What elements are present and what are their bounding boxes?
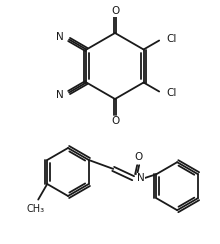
Text: O: O: [111, 115, 119, 125]
Text: Cl: Cl: [166, 34, 176, 44]
Text: N: N: [56, 32, 64, 42]
Text: O: O: [111, 7, 119, 17]
Text: CH₃: CH₃: [26, 203, 44, 214]
Text: N: N: [56, 90, 64, 100]
Text: N: N: [137, 173, 145, 183]
Text: Cl: Cl: [166, 88, 176, 98]
Text: O: O: [134, 152, 142, 162]
